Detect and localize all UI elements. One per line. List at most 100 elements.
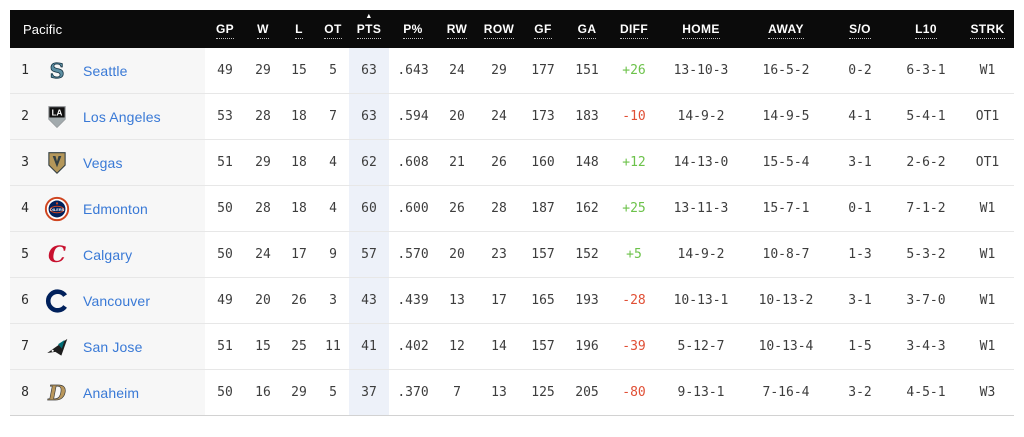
stat-w: 24	[245, 231, 281, 278]
stat-gp: 53	[205, 93, 245, 140]
stat-l10: 6-3-1	[891, 48, 961, 94]
stat-row: 26	[477, 139, 521, 186]
table-row-vegas: 3 Vegas 51 29 18 4 62.608 21 26 160 148 +12 14-13-0 1…	[10, 139, 1014, 186]
team-link[interactable]: Vegas	[83, 154, 123, 171]
stat-so: 1-3	[829, 231, 891, 278]
team-link[interactable]: Seattle	[83, 62, 128, 79]
column-header-label: L10	[915, 22, 937, 39]
column-header-row[interactable]: ROW	[477, 10, 521, 48]
team-rank: 3	[21, 155, 29, 170]
column-header-p_pct[interactable]: P%	[389, 10, 437, 48]
team-link[interactable]: Los Angeles	[83, 108, 161, 125]
stat-gp: 49	[205, 277, 245, 324]
seattle-team-logo-icon[interactable]: S	[44, 58, 70, 84]
stat-so: 0-2	[829, 48, 891, 94]
column-header-so[interactable]: S/O	[829, 10, 891, 48]
stat-l10: 4-5-1	[891, 369, 961, 416]
stat-gp: 50	[205, 231, 245, 278]
column-header-w[interactable]: W	[245, 10, 281, 48]
stat-l: 18	[281, 93, 317, 140]
stat-home: 14-9-2	[659, 93, 743, 140]
stat-home: 13-10-3	[659, 48, 743, 94]
column-header-home[interactable]: HOME	[659, 10, 743, 48]
stat-pts: 57	[349, 231, 389, 278]
team-link[interactable]: Anaheim	[83, 384, 140, 401]
stat-ot: 4	[317, 139, 349, 186]
stat-gf: 157	[521, 231, 565, 278]
team-link[interactable]: Calgary	[83, 246, 133, 263]
stat-w: 28	[245, 185, 281, 232]
stat-p_pct: .402	[389, 323, 437, 370]
stat-pts: 63	[349, 93, 389, 140]
stat-away: 15-7-1	[743, 185, 829, 232]
sort-ascending-icon: ▲	[365, 13, 373, 20]
sanjose-team-logo-icon[interactable]	[44, 334, 70, 360]
column-header-label: S/O	[849, 22, 871, 39]
anaheim-team-logo-icon[interactable]: D	[44, 380, 70, 406]
stat-l10: 5-3-2	[891, 231, 961, 278]
stat-strk: W1	[961, 323, 1014, 370]
stat-diff: -10	[609, 93, 659, 140]
standings-table-container: Pacific GP W L OT ▲ PTS P% RW ROW GF GA DIFF HOME AWA…	[10, 10, 1014, 416]
stat-ga: 151	[565, 48, 609, 94]
column-header-rw[interactable]: RW	[437, 10, 477, 48]
standings-table: Pacific GP W L OT ▲ PTS P% RW ROW GF GA DIFF HOME AWA…	[10, 10, 1014, 416]
stat-away: 10-8-7	[743, 231, 829, 278]
edmonton-team-logo-icon[interactable]: OILERS	[44, 196, 70, 222]
team-link[interactable]: Edmonton	[83, 200, 148, 217]
column-header-l10[interactable]: L10	[891, 10, 961, 48]
stat-row: 24	[477, 93, 521, 140]
stat-home: 5-12-7	[659, 323, 743, 370]
column-header-gf[interactable]: GF	[521, 10, 565, 48]
stat-p_pct: .439	[389, 277, 437, 324]
stat-p_pct: .370	[389, 369, 437, 416]
svg-text:D: D	[47, 380, 66, 404]
vegas-team-logo-icon[interactable]	[44, 150, 70, 176]
column-header-gp[interactable]: GP	[205, 10, 245, 48]
stat-ga: 148	[565, 139, 609, 186]
column-header-l[interactable]: L	[281, 10, 317, 48]
svg-text:S: S	[50, 59, 65, 83]
stat-so: 1-5	[829, 323, 891, 370]
column-header-label: STRK	[970, 22, 1005, 39]
vancouver-team-logo-icon[interactable]	[44, 288, 70, 314]
losangeles-team-logo-icon[interactable]: LA	[44, 104, 70, 130]
stat-row: 29	[477, 48, 521, 94]
team-cell: 4 OILERS Edmonton	[10, 185, 205, 232]
team-cell: 1 S Seattle	[10, 48, 205, 94]
column-header-strk[interactable]: STRK	[961, 10, 1014, 48]
team-cell: 5 C Calgary	[10, 231, 205, 278]
team-link[interactable]: Vancouver	[83, 292, 151, 309]
team-link[interactable]: San Jose	[83, 338, 143, 355]
stat-ga: 152	[565, 231, 609, 278]
stat-ga: 183	[565, 93, 609, 140]
stat-rw: 24	[437, 48, 477, 94]
stat-rw: 13	[437, 277, 477, 324]
column-header-ot[interactable]: OT	[317, 10, 349, 48]
column-header-away[interactable]: AWAY	[743, 10, 829, 48]
stat-w: 20	[245, 277, 281, 324]
column-header-ga[interactable]: GA	[565, 10, 609, 48]
stat-so: 4-1	[829, 93, 891, 140]
stat-home: 14-9-2	[659, 231, 743, 278]
table-row-sanjose: 7 San Jose 51 15 25 11 41.402 12 14 157 196 -39 5-12…	[10, 323, 1014, 370]
column-header-label: DIFF	[619, 22, 649, 39]
column-header-diff[interactable]: DIFF	[609, 10, 659, 48]
stat-strk: OT1	[961, 139, 1014, 186]
table-row-seattle: 1 S Seattle 49 29 15 5 63.643 24 29 177 151 +26 13-10…	[10, 48, 1014, 94]
stat-pts: 60	[349, 185, 389, 232]
stat-w: 28	[245, 93, 281, 140]
column-header-pts[interactable]: ▲ PTS	[349, 10, 389, 48]
column-header-label: W	[257, 22, 269, 39]
stat-pts: 62	[349, 139, 389, 186]
stat-gf: 125	[521, 369, 565, 416]
calgary-team-logo-icon[interactable]: C	[44, 242, 70, 268]
column-header-label: GF	[534, 22, 552, 39]
stat-strk: W1	[961, 48, 1014, 94]
svg-text:LA: LA	[52, 108, 63, 117]
stat-away: 16-5-2	[743, 48, 829, 94]
column-header-label: RW	[446, 22, 468, 39]
stat-ga: 193	[565, 277, 609, 324]
stat-away: 10-13-4	[743, 323, 829, 370]
stat-diff: +25	[609, 185, 659, 232]
